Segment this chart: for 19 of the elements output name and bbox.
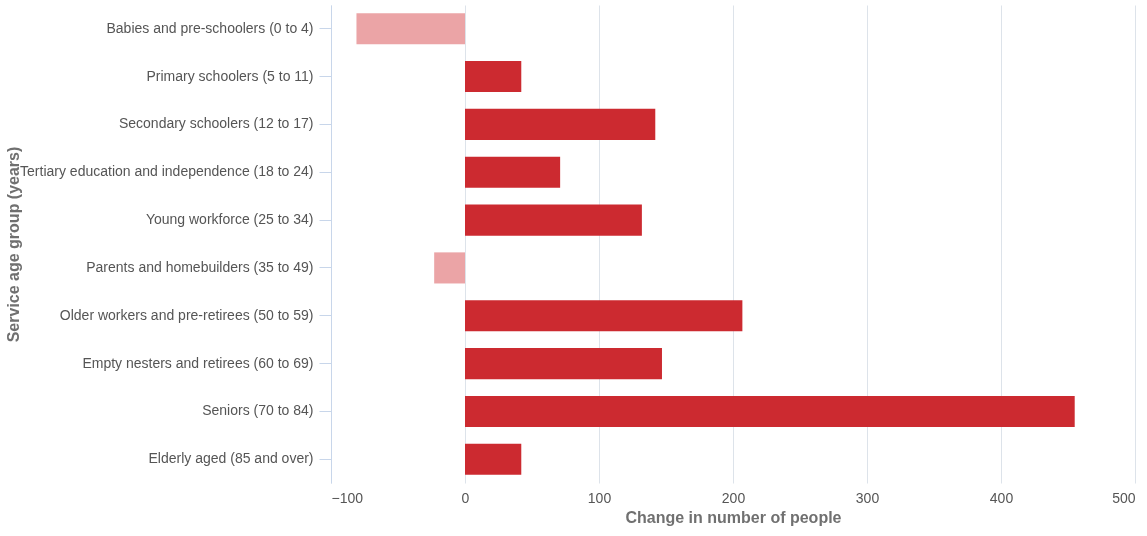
y-tick-label: Empty nesters and retirees (60 to 69) <box>82 354 314 371</box>
x-tick-label: 200 <box>721 489 746 506</box>
y-tick-label: Young workforce (25 to 34) <box>145 211 314 228</box>
x-tick-label: 500 <box>1112 489 1136 506</box>
y-tick-label: Elderly aged (85 and over) <box>148 450 314 467</box>
y-tick-label: Secondary schoolers (12 to 17) <box>118 115 314 132</box>
y-axis-title: Service age group (years) <box>4 146 22 343</box>
x-tick-label: 0 <box>461 489 470 506</box>
y-tick-label: Parents and homebuilders (35 to 49) <box>86 258 314 275</box>
x-axis-title: Change in number of people <box>625 508 842 526</box>
x-tick-label: 300 <box>855 489 880 506</box>
y-tick-label: Seniors (70 to 84) <box>202 402 314 419</box>
y-tick-label: Tertiary education and independence (18 to 24) <box>20 163 314 180</box>
x-tick-label: −100 <box>331 489 364 506</box>
x-tick-label: 400 <box>989 489 1014 506</box>
y-tick-label: Primary schoolers (5 to 11) <box>146 67 314 84</box>
x-tick-label: 100 <box>587 489 612 506</box>
y-tick-label: Babies and pre-schoolers (0 to 4) <box>106 19 314 36</box>
y-tick-label: Older workers and pre-retirees (50 to 59) <box>59 306 314 323</box>
